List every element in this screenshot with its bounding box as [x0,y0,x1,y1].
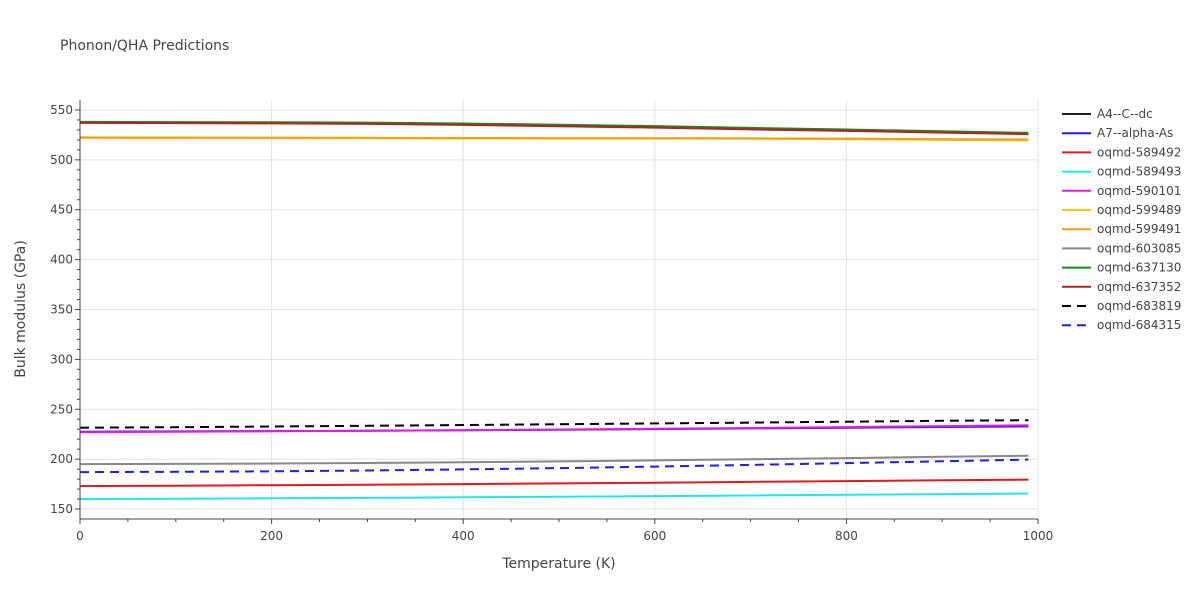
y-tick-label: 550 [50,103,73,117]
series-line-oqmd-589493 [79,492,1029,500]
legend-label: oqmd-684315 [1097,318,1181,332]
chart-title: Phonon/QHA Predictions [60,38,229,54]
x-tick-label: 800 [835,529,858,543]
legend-label: oqmd-589492 [1097,145,1181,159]
series-line-oqmd-637352 [79,121,1029,136]
legend-label: oqmd-599491 [1097,222,1181,236]
legend-label: oqmd-599489 [1097,203,1181,217]
series-line-oqmd-683819 [79,419,1029,429]
grid [80,100,1039,519]
legend-item-oqmd-683819[interactable]: oqmd-683819 [1062,299,1181,313]
series-line-oqmd-589492 [79,478,1029,488]
y-tick-label: 450 [50,203,73,217]
legend-label: oqmd-683819 [1097,299,1181,313]
legend-label: oqmd-589493 [1097,165,1181,179]
x-tick-label: 0 [76,529,84,543]
legend-label: oqmd-590101 [1097,184,1181,198]
legend[interactable]: A4--C--dc A7--alpha-As oqmd-589492 oqmd-589… [1062,107,1181,332]
y-tick-label: 150 [50,502,73,516]
series-line-oqmd-684315 [79,458,1029,474]
legend-item-A4--C--dc[interactable]: A4--C--dc [1062,107,1153,121]
legend-item-oqmd-589493[interactable]: oqmd-589493 [1062,165,1181,179]
series-line-oqmd-637130 [79,120,1029,134]
y-tick-label: 500 [50,153,73,167]
y-tick-label: 200 [50,452,73,466]
legend-label: oqmd-637352 [1097,280,1181,294]
x-tick-label: 400 [452,529,475,543]
legend-label: A7--alpha-As [1097,126,1173,140]
legend-item-oqmd-684315[interactable]: oqmd-684315 [1062,318,1181,332]
legend-item-oqmd-637130[interactable]: oqmd-637130 [1062,261,1181,275]
legend-item-oqmd-589492[interactable]: oqmd-589492 [1062,145,1181,159]
axes: 150 200 250 300 350 400 450 500 550 0 200 400 600 800… [50,100,1053,543]
y-tick-label: 350 [50,303,73,317]
legend-item-oqmd-603085[interactable]: oqmd-603085 [1062,241,1181,255]
x-tick-label: 1000 [1023,529,1054,543]
legend-item-oqmd-599489[interactable]: oqmd-599489 [1062,203,1181,217]
series-layer [79,120,1029,500]
y-axis-title: Bulk modulus (GPa) [13,240,29,378]
legend-item-oqmd-637352[interactable]: oqmd-637352 [1062,280,1181,294]
legend-label: A4--C--dc [1097,107,1153,121]
series-line-oqmd-603085 [79,454,1029,466]
y-tick-label: 400 [50,253,73,267]
legend-item-A7--alpha-As[interactable]: A7--alpha-As [1062,126,1173,140]
legend-label: oqmd-603085 [1097,241,1181,255]
legend-item-oqmd-599491[interactable]: oqmd-599491 [1062,222,1181,236]
legend-label: oqmd-637130 [1097,261,1181,275]
y-tick-label: 300 [50,352,73,366]
legend-item-oqmd-590101[interactable]: oqmd-590101 [1062,184,1181,198]
series-line-oqmd-599491 [79,136,1029,141]
y-tick-label: 250 [50,402,73,416]
x-axis-title: Temperature (K) [501,556,615,572]
x-tick-label: 200 [260,529,283,543]
series-line-oqmd-590101 [79,424,1029,434]
x-tick-label: 600 [643,529,666,543]
